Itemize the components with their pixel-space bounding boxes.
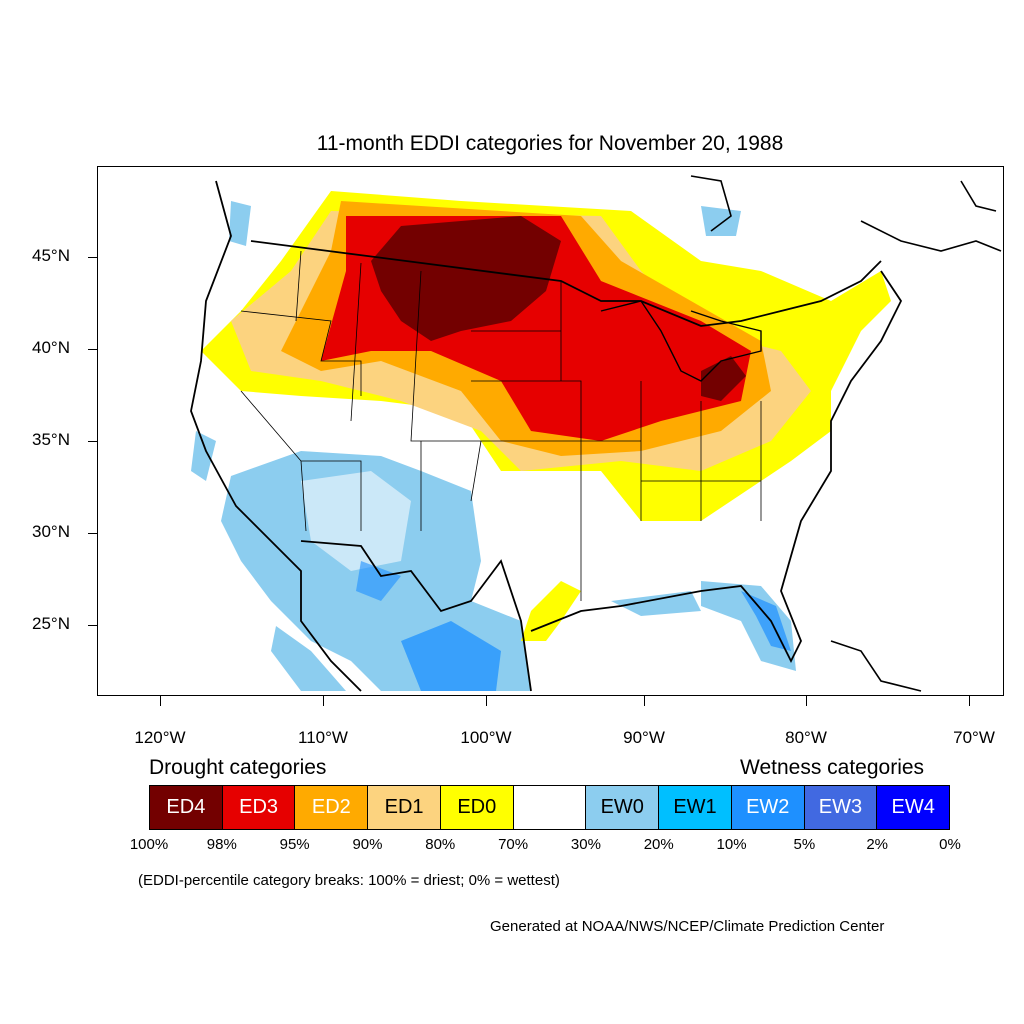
legend-swatch: ED2 [295,786,369,829]
category-legend: ED4 ED3 ED2 ED1 ED0 EW0 EW1 EW2 EW3 EW4 [149,785,950,830]
wetness-shading [191,201,796,691]
lat-tick [88,533,98,534]
boundaries [190,180,903,692]
lon-tick [486,696,487,706]
lon-label-90: 90°W [623,728,665,747]
lon-tick [806,696,807,706]
wetness-legend-title: Wetness categories [740,756,925,779]
legend-swatch: ED3 [222,786,296,829]
legend-swatch [513,786,587,829]
legend-swatch: ED0 [440,786,514,829]
percent-break-label: 70% [498,836,529,853]
lat-label-45: 45°N [32,246,70,265]
lon-tick [969,696,970,706]
lat-tick [88,441,98,442]
legend-swatch: ED1 [368,786,441,829]
percent-break-label: 98% [206,836,237,853]
percent-break-label: 5% [793,836,816,853]
lat-tick [88,625,98,626]
credit-text: Generated at NOAA/NWS/NCEP/Climate Predi… [490,918,885,935]
percent-break-label: 90% [352,836,383,853]
percent-break-label: 10% [716,836,747,853]
legend-swatch: EW1 [659,786,732,829]
drought-legend-title: Drought categories [149,756,327,779]
percent-break-label: 2% [866,836,889,853]
percent-break-label: 100% [129,836,169,853]
legend-swatch: EW0 [586,786,660,829]
legend-swatch: ED4 [150,786,223,829]
percent-break-label: 80% [425,836,456,853]
lon-label-110: 110°W [298,728,348,747]
map-title: 11-month EDDI categories for November 20… [316,132,784,155]
lat-label-30: 30°N [32,522,70,541]
percent-break-label: 20% [643,836,674,853]
coastline-fragments [690,175,1002,692]
lon-label-120: 120°W [134,728,186,747]
lon-tick [160,696,161,706]
lon-label-100: 100°W [460,728,512,747]
legend-swatch: EW4 [877,786,950,829]
eddi-map [97,166,1004,696]
legend-swatch: EW2 [731,786,805,829]
lon-tick [323,696,324,706]
category-note: (EDDI-percentile category breaks: 100% =… [138,872,560,889]
lat-label-35: 35°N [32,430,70,449]
percent-break-label: 30% [570,836,601,853]
lat-tick [88,349,98,350]
percent-break-label: 95% [279,836,310,853]
lon-label-80: 80°W [785,728,827,747]
lat-tick [88,257,98,258]
lon-label-70: 70°W [953,728,995,747]
lat-label-25: 25°N [32,614,70,633]
drought-shading [201,191,891,641]
legend-swatch: EW3 [804,786,878,829]
lat-label-40: 40°N [32,338,70,357]
percent-break-label: 0% [939,836,961,853]
lon-tick [644,696,645,706]
